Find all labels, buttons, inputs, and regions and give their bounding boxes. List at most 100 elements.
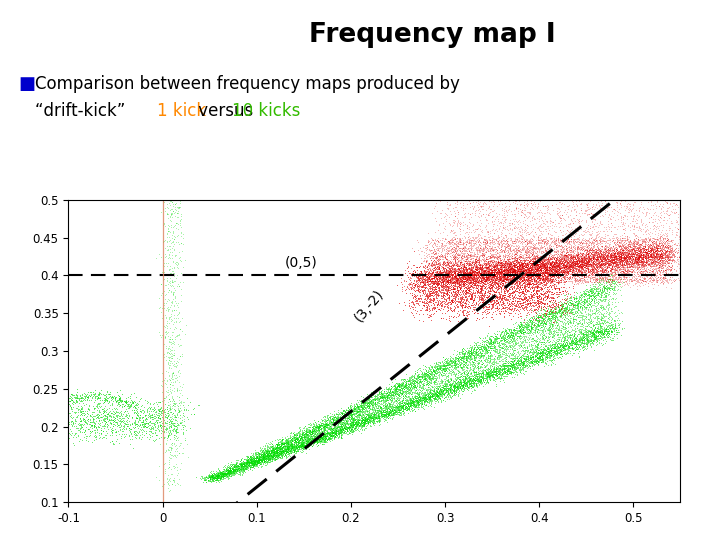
Point (472, 297, 483, 306)
Point (457, 380, 469, 388)
Point (652, 248, 663, 257)
Point (477, 348, 488, 357)
Point (271, 440, 282, 449)
Point (418, 396, 430, 405)
Point (445, 382, 456, 390)
Point (535, 311, 546, 320)
Point (564, 262, 576, 271)
Point (538, 318, 549, 327)
Point (583, 235, 595, 244)
Point (585, 267, 596, 276)
Point (637, 259, 649, 267)
Point (560, 234, 572, 243)
Point (318, 429, 329, 437)
Point (571, 294, 582, 302)
Point (550, 259, 562, 267)
Point (309, 429, 320, 437)
Point (451, 266, 463, 274)
Point (485, 359, 497, 368)
Point (456, 380, 468, 389)
Point (631, 255, 643, 264)
Point (553, 260, 564, 269)
Point (309, 428, 320, 437)
Point (121, 402, 132, 410)
Point (630, 238, 642, 246)
Point (122, 401, 134, 409)
Point (460, 360, 472, 368)
Point (423, 395, 434, 404)
Point (421, 274, 433, 283)
Point (464, 361, 476, 369)
Point (600, 260, 611, 268)
Point (238, 459, 249, 468)
Point (466, 269, 477, 278)
Point (600, 249, 611, 258)
Point (431, 276, 443, 285)
Point (554, 301, 565, 309)
Point (306, 427, 318, 436)
Point (591, 287, 603, 296)
Point (557, 313, 569, 321)
Point (402, 403, 413, 411)
Point (477, 375, 488, 383)
Point (613, 320, 624, 329)
Point (639, 251, 651, 260)
Point (305, 432, 317, 441)
Point (469, 273, 480, 282)
Point (524, 257, 536, 266)
Point (557, 343, 569, 352)
Point (402, 374, 414, 383)
Point (486, 266, 498, 274)
Point (389, 404, 400, 413)
Point (458, 372, 469, 380)
Point (309, 427, 320, 436)
Point (131, 414, 143, 422)
Point (400, 383, 412, 392)
Point (458, 280, 469, 289)
Point (278, 440, 289, 449)
Point (466, 288, 477, 297)
Point (215, 468, 227, 476)
Point (454, 275, 465, 284)
Point (171, 251, 182, 259)
Point (504, 274, 516, 282)
Point (628, 244, 639, 252)
Point (656, 239, 667, 248)
Point (556, 255, 567, 264)
Point (283, 442, 294, 450)
Point (636, 258, 648, 266)
Point (495, 267, 506, 276)
Point (374, 389, 385, 398)
Point (454, 258, 466, 267)
Point (225, 469, 236, 478)
Point (468, 375, 480, 384)
Point (425, 237, 436, 246)
Point (428, 377, 439, 386)
Point (453, 272, 464, 281)
Point (413, 379, 424, 387)
Point (384, 385, 396, 394)
Point (588, 263, 600, 272)
Point (477, 280, 489, 289)
Point (92, 423, 104, 432)
Point (661, 260, 672, 268)
Point (464, 303, 476, 312)
Point (583, 246, 595, 255)
Point (495, 296, 506, 305)
Point (641, 247, 652, 256)
Point (261, 449, 272, 458)
Point (571, 244, 582, 253)
Point (440, 273, 451, 282)
Point (508, 281, 520, 290)
Point (405, 384, 416, 393)
Point (498, 275, 509, 284)
Point (329, 429, 341, 437)
Point (462, 273, 473, 282)
Point (464, 298, 475, 307)
Point (626, 274, 638, 282)
Point (452, 274, 464, 283)
Point (567, 237, 579, 246)
Point (240, 460, 251, 468)
Point (452, 267, 464, 276)
Point (448, 265, 459, 274)
